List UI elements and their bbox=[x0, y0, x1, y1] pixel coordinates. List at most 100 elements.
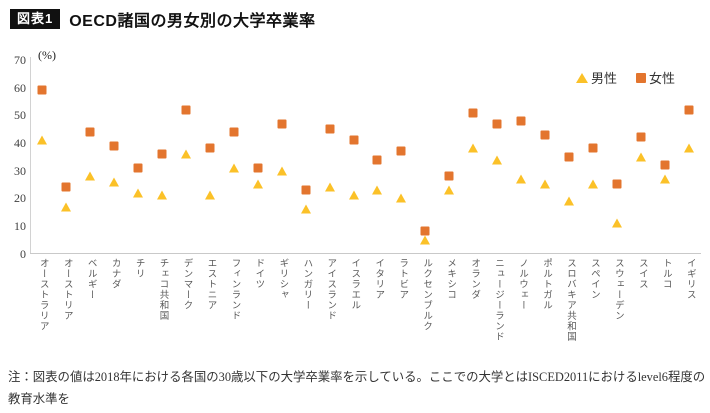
data-point-male bbox=[36, 135, 47, 145]
data-point-female bbox=[612, 179, 622, 189]
x-category-label: スウェーデン bbox=[612, 258, 623, 321]
data-point-female bbox=[181, 105, 191, 115]
x-category-label: ニュージーランド bbox=[493, 258, 504, 342]
data-point-female bbox=[109, 141, 119, 151]
y-tick-label: 20 bbox=[14, 191, 26, 206]
x-category-label: チリ bbox=[133, 258, 144, 279]
legend-label-female: 女性 bbox=[649, 71, 676, 86]
figure-header: 図表1 OECD諸国の男女別の大学卒業率 bbox=[10, 7, 315, 31]
data-point-male bbox=[492, 155, 503, 164]
data-point-female bbox=[420, 226, 430, 236]
data-point-female bbox=[85, 127, 95, 137]
y-tick-label: 60 bbox=[14, 80, 26, 95]
data-point-female bbox=[372, 155, 382, 164]
data-point-male bbox=[348, 190, 359, 200]
figure-tag: 図表1 bbox=[10, 9, 61, 29]
y-tick-label: 10 bbox=[14, 218, 26, 233]
x-category-label: イギリス bbox=[684, 258, 695, 300]
x-category-label: イスラエル bbox=[349, 258, 360, 311]
data-point-female bbox=[157, 149, 167, 159]
x-category-label: スペイン bbox=[588, 258, 599, 300]
data-point-female bbox=[660, 160, 670, 170]
x-category-label: トルコ bbox=[660, 258, 671, 290]
data-point-male bbox=[132, 188, 143, 198]
data-point-female bbox=[253, 163, 263, 173]
data-point-male bbox=[180, 149, 191, 159]
male-triangle-icon bbox=[576, 72, 588, 83]
data-point-male bbox=[252, 179, 263, 189]
data-point-female bbox=[492, 119, 502, 129]
legend-item-female: 女性 bbox=[636, 68, 675, 87]
x-category-label: アイスランド bbox=[325, 258, 336, 321]
x-category-label: スイス bbox=[636, 258, 647, 290]
x-category-label: ハンガリー bbox=[301, 258, 312, 311]
data-point-female bbox=[588, 143, 598, 153]
y-axis-line bbox=[30, 57, 31, 254]
data-point-male bbox=[396, 193, 407, 203]
x-category-label: チェコ共和国 bbox=[157, 258, 168, 321]
chart-legend: 男性 女性 bbox=[576, 68, 675, 87]
data-point-male bbox=[516, 174, 527, 184]
data-point-male bbox=[564, 196, 575, 206]
data-point-male bbox=[60, 202, 71, 211]
data-point-female bbox=[636, 132, 646, 142]
data-point-male bbox=[636, 152, 647, 162]
data-point-female bbox=[468, 108, 478, 118]
x-category-label: ギリシャ bbox=[277, 258, 288, 300]
data-point-female bbox=[396, 146, 406, 156]
x-category-label: メキシコ bbox=[445, 258, 456, 300]
data-point-male bbox=[372, 185, 383, 195]
data-point-male bbox=[276, 166, 287, 176]
data-point-female bbox=[277, 119, 287, 129]
data-point-male bbox=[684, 143, 695, 153]
data-point-male bbox=[84, 171, 95, 181]
figure-title: OECD諸国の男女別の大学卒業率 bbox=[69, 13, 316, 30]
x-category-label: オーストラリア bbox=[37, 258, 48, 332]
data-point-female bbox=[205, 143, 215, 153]
data-point-male bbox=[540, 179, 551, 189]
data-point-female bbox=[61, 182, 71, 192]
x-category-label: ポルトガル bbox=[540, 258, 551, 311]
data-point-male bbox=[300, 204, 311, 214]
data-point-female bbox=[684, 105, 694, 115]
footnote-line-1: 注：図表の値は2018年における各国の30歳以下の大学卒業率を示している。ここで… bbox=[8, 370, 706, 406]
data-point-male bbox=[444, 185, 455, 195]
data-point-female bbox=[229, 127, 239, 137]
legend-label-male: 男性 bbox=[591, 71, 618, 86]
y-axis-unit-label: (%) bbox=[38, 48, 56, 62]
y-tick-label: 0 bbox=[20, 246, 26, 261]
x-category-label: エストニア bbox=[205, 258, 216, 311]
x-category-label: イタリア bbox=[373, 258, 384, 300]
x-category-label: ベルギー bbox=[85, 258, 96, 300]
y-tick-label: 50 bbox=[14, 108, 26, 123]
female-square-icon bbox=[636, 72, 647, 83]
x-category-label: ドイツ bbox=[253, 258, 264, 290]
x-axis-line bbox=[30, 253, 701, 254]
data-point-male bbox=[468, 143, 479, 153]
data-point-female bbox=[301, 185, 311, 195]
x-category-label: ルクセンブルク bbox=[421, 258, 432, 332]
data-point-male bbox=[108, 177, 119, 187]
data-point-male bbox=[612, 218, 623, 228]
data-point-female bbox=[37, 85, 47, 95]
data-point-male bbox=[204, 190, 215, 200]
y-tick-label: 30 bbox=[14, 163, 26, 178]
data-point-female bbox=[325, 124, 335, 134]
x-category-label: ノルウェー bbox=[517, 258, 528, 311]
x-category-label: スロバキア共和国 bbox=[564, 258, 575, 342]
footnote: 注：図表の値は2018年における各国の30歳以下の大学卒業率を示している。ここで… bbox=[8, 366, 708, 413]
data-point-male bbox=[156, 190, 167, 200]
data-point-female bbox=[516, 116, 526, 126]
y-tick-label: 40 bbox=[14, 135, 26, 150]
x-category-label: フィンランド bbox=[229, 258, 240, 321]
data-point-female bbox=[540, 130, 550, 140]
data-point-female bbox=[349, 135, 359, 145]
data-point-male bbox=[588, 179, 599, 189]
data-point-female bbox=[564, 152, 574, 162]
x-category-label: オーストリア bbox=[61, 258, 72, 321]
x-category-label: カナダ bbox=[109, 258, 120, 290]
data-point-male bbox=[324, 182, 335, 192]
x-category-label: ラトビア bbox=[397, 258, 408, 300]
data-point-female bbox=[444, 171, 454, 181]
